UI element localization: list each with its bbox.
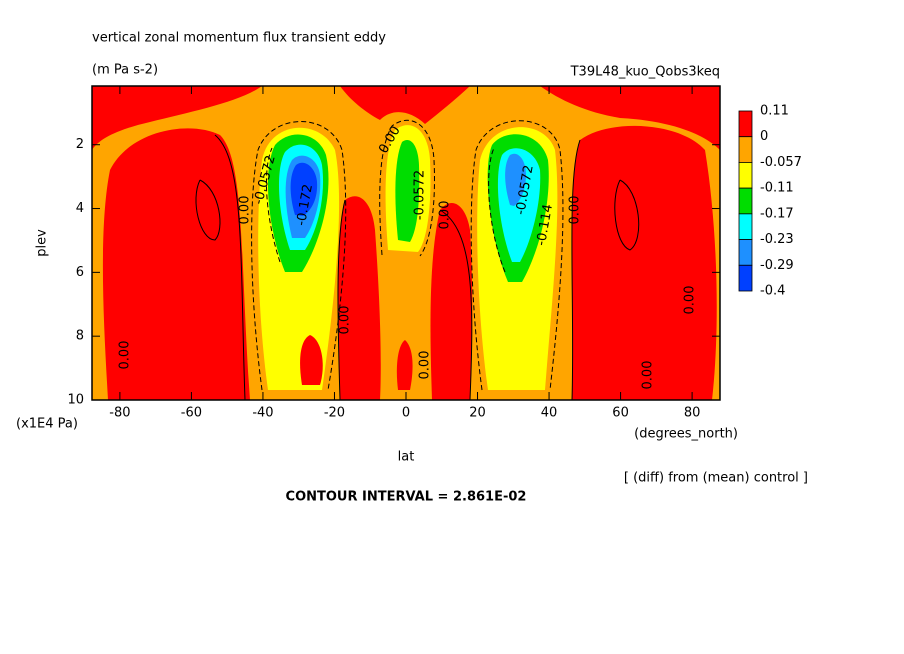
colorbar-label: 0.11 <box>760 104 789 119</box>
colorbar-label: 0 <box>760 129 768 144</box>
colorbar-swatch <box>738 187 753 215</box>
filled-contour-region <box>430 202 473 400</box>
contour-label: -0.114 <box>534 203 556 247</box>
contour-label: 0.00 <box>438 201 453 230</box>
x-tick-label: 60 <box>612 406 629 421</box>
chart-subtitle: (m Pa s-2) <box>92 63 158 78</box>
note: [ (diff) from (mean) control ] <box>624 471 808 486</box>
x-tick-label: -40 <box>252 406 273 421</box>
contour-label: 0.00 <box>338 306 353 335</box>
filled-contour-region <box>102 128 250 400</box>
x-tick-label: -80 <box>109 406 130 421</box>
contour-line <box>439 209 473 401</box>
contour-line <box>214 134 246 401</box>
filled-contour-region <box>300 335 323 385</box>
contour-line <box>251 121 347 391</box>
dataset-label: T39L48_kuo_Qobs3keq <box>570 65 720 80</box>
y-tick-label: 10 <box>67 393 84 408</box>
colorbar-label: -0.17 <box>760 206 794 221</box>
colorbar-label: -0.29 <box>760 258 794 273</box>
colorbar-swatch <box>738 213 753 240</box>
contour-line <box>265 147 281 263</box>
filled-contour-region <box>290 162 318 216</box>
contour-line <box>571 139 581 401</box>
contour-line <box>195 179 221 241</box>
filled-contour-region <box>92 86 262 150</box>
contour-label: 0.00 <box>118 341 133 370</box>
chart-title: vertical zonal momentum flux transient e… <box>92 31 386 46</box>
x-tick-label: 0 <box>402 406 410 421</box>
colorbar-swatch <box>738 264 753 292</box>
contour-line <box>337 199 346 401</box>
filled-contour-region <box>337 196 381 400</box>
contour-label: 0.00 <box>683 286 698 315</box>
contour-line <box>614 179 640 251</box>
colorbar-swatch <box>738 162 753 189</box>
x-tick-label: -20 <box>324 406 345 421</box>
x-axis-label: lat <box>398 450 415 465</box>
y-tick-label: 4 <box>76 201 84 216</box>
filled-contour-region <box>571 125 717 400</box>
y-axis-label: plev <box>35 229 50 257</box>
y-tick-label: 2 <box>76 137 84 152</box>
colorbar-label: -0.4 <box>760 284 785 299</box>
filled-contour-region <box>396 340 413 390</box>
filled-contour-region <box>540 86 720 150</box>
contour-line <box>379 119 435 257</box>
y-tick-label: 8 <box>76 329 84 344</box>
contour-label: 0.00 <box>418 351 433 380</box>
filled-contour-region <box>505 153 526 206</box>
x-tick-label: 80 <box>684 406 701 421</box>
x-tick-label: 40 <box>541 406 558 421</box>
colorbar-swatch <box>738 136 753 163</box>
contour-line <box>470 120 564 391</box>
x-units: (degrees_north) <box>634 427 738 442</box>
y-tick-label: 6 <box>76 265 84 280</box>
contour-label: 0.00 <box>238 196 253 225</box>
filled-contour-region <box>395 140 420 242</box>
colorbar-label: -0.057 <box>760 155 802 170</box>
colorbar-swatch <box>738 110 753 138</box>
filled-contour-region <box>340 86 470 124</box>
contour-interval: CONTOUR INTERVAL = 2.861E-02 <box>286 490 527 505</box>
contour-label: 0.00 <box>641 361 656 390</box>
colorbar-label: -0.23 <box>760 232 794 247</box>
contour-label: -0.172 <box>294 183 316 227</box>
contour-label: -0.0572 <box>413 170 428 220</box>
colorbar-swatch <box>738 239 753 266</box>
colorbar-label: -0.11 <box>760 181 794 196</box>
contour-label: 0.00 <box>568 196 583 225</box>
x-tick-label: -60 <box>181 406 202 421</box>
x-tick-label: 20 <box>469 406 486 421</box>
y-units: (x1E4 Pa) <box>16 417 78 432</box>
